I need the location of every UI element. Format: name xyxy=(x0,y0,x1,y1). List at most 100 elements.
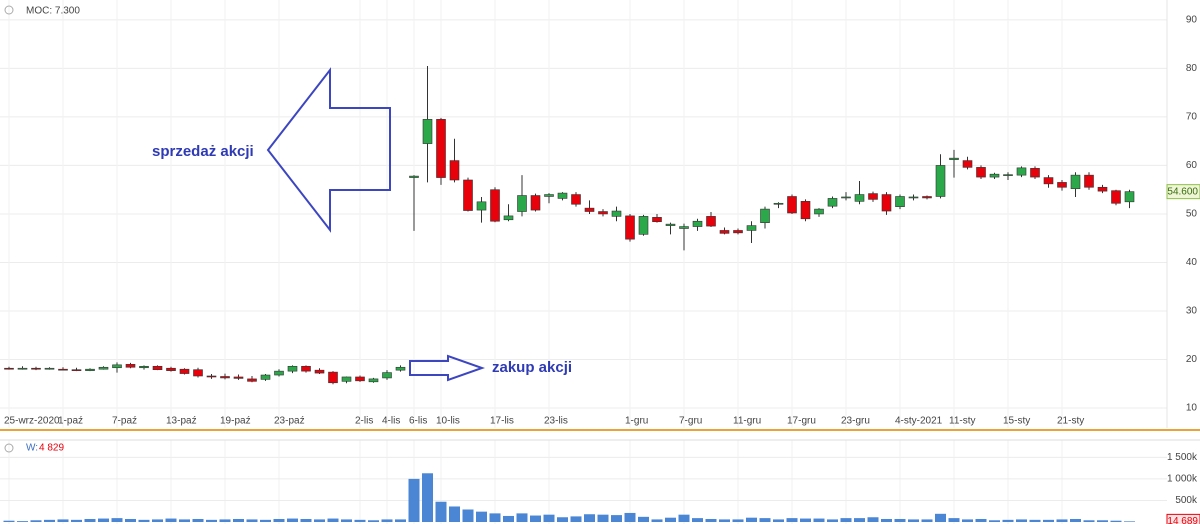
volume-bar xyxy=(206,519,217,522)
candle-body xyxy=(355,376,365,382)
volume-bar xyxy=(732,519,744,522)
y-tick-label: 10 xyxy=(1186,403,1198,414)
candle-body xyxy=(787,196,797,214)
volume-bar xyxy=(260,519,271,522)
candle-body xyxy=(557,192,568,199)
candle-body xyxy=(1057,182,1067,188)
candle-body xyxy=(139,365,149,369)
candle-body xyxy=(4,367,14,370)
volume-bar xyxy=(246,519,258,522)
y-tick-label: 80 xyxy=(1186,63,1198,74)
candle-body xyxy=(746,225,757,231)
candle-body xyxy=(638,216,649,235)
candle-body xyxy=(1070,174,1081,190)
candle-body xyxy=(625,215,635,240)
candle-body xyxy=(544,194,554,197)
volume-bar xyxy=(624,512,636,522)
volume-bar xyxy=(1110,520,1122,522)
volume-bar xyxy=(813,518,825,522)
x-tick-label: 1-gru xyxy=(625,416,648,427)
candle-body xyxy=(773,202,784,205)
y-tick-label: 1 500k xyxy=(1167,452,1198,463)
y-tick-label: 90 xyxy=(1186,15,1198,26)
x-tick-label: 4-sty-2021 xyxy=(895,416,943,427)
candle-body xyxy=(1016,167,1027,176)
volume-bar xyxy=(881,518,892,522)
volume-bar xyxy=(800,518,811,522)
candle-body xyxy=(962,160,973,168)
indicator-label: MOC: 7.300 xyxy=(26,6,80,17)
volume-legend-name: W: xyxy=(26,443,38,454)
candle-body xyxy=(679,226,689,229)
volume-bar xyxy=(705,518,717,522)
x-tick-label: 17-lis xyxy=(490,416,514,427)
candle-body xyxy=(530,195,541,211)
volume-bar xyxy=(611,515,622,522)
volume-bar xyxy=(219,519,231,522)
candle-body xyxy=(517,195,527,212)
volume-bar xyxy=(1016,519,1027,522)
candle-body xyxy=(166,367,176,371)
volume-bar xyxy=(71,519,82,522)
candle-body xyxy=(382,372,392,379)
volume-bar xyxy=(746,517,757,522)
volume-bar xyxy=(1056,519,1068,522)
volume-bar xyxy=(530,515,541,522)
settings-icon[interactable] xyxy=(4,5,14,453)
volume-bar xyxy=(827,519,838,522)
candle-body xyxy=(827,198,838,207)
volume-legend-value: 4 829 xyxy=(39,443,64,454)
volume-bar xyxy=(516,513,528,522)
candle-body xyxy=(800,201,811,220)
x-tick-label: 2-lis xyxy=(355,416,373,427)
candle-body xyxy=(665,223,676,226)
volume-bar xyxy=(152,519,163,522)
y-tick-label: 1 000k xyxy=(1167,474,1198,485)
volume-bar xyxy=(287,518,298,522)
x-tick-label: 4-lis xyxy=(382,416,400,427)
volume-bar xyxy=(1124,521,1135,522)
candle-body xyxy=(368,378,379,383)
annotation: zakup akcji xyxy=(492,359,572,376)
volume-bar xyxy=(597,514,609,522)
candle-body xyxy=(503,215,514,221)
candle-body xyxy=(341,376,352,382)
volume-bar xyxy=(921,519,933,522)
candle-body xyxy=(1097,186,1108,192)
candle-body xyxy=(1124,191,1135,203)
candle-body xyxy=(584,207,595,212)
candle-body xyxy=(314,369,325,374)
volume-bar xyxy=(962,519,973,522)
candle-body xyxy=(490,189,500,222)
candle-body xyxy=(881,194,892,212)
volume-bar xyxy=(989,520,1000,522)
volume-bar xyxy=(476,511,487,522)
volume-bar xyxy=(840,518,852,522)
candle-body xyxy=(206,375,217,378)
sell-arrow xyxy=(266,67,391,233)
volume-bar xyxy=(908,519,919,522)
candle-body xyxy=(1111,190,1121,204)
last-volume-label: 14 689 xyxy=(1167,516,1198,524)
x-tick-label: 23-lis xyxy=(544,416,568,427)
candle-body xyxy=(247,378,257,382)
volume-bar xyxy=(30,520,42,522)
candle-body xyxy=(422,119,433,144)
volume-bar xyxy=(489,513,501,522)
x-tick-label: 21-sty xyxy=(1057,416,1084,427)
x-tick-label: 11-sty xyxy=(949,416,976,427)
candle-body xyxy=(233,376,244,379)
candle-body xyxy=(935,165,946,197)
candle-body xyxy=(1084,174,1094,188)
candle-body xyxy=(287,365,298,372)
candle-body xyxy=(274,370,284,376)
volume-bar xyxy=(341,519,352,522)
volume-bar xyxy=(462,509,474,522)
volume-bar xyxy=(354,519,366,522)
volume-bar xyxy=(111,518,123,522)
candle-body xyxy=(193,369,203,377)
y-tick-label: 50 xyxy=(1186,209,1198,220)
volume-bar xyxy=(273,518,285,522)
candle-body xyxy=(44,367,55,370)
volume-bar xyxy=(773,519,784,522)
